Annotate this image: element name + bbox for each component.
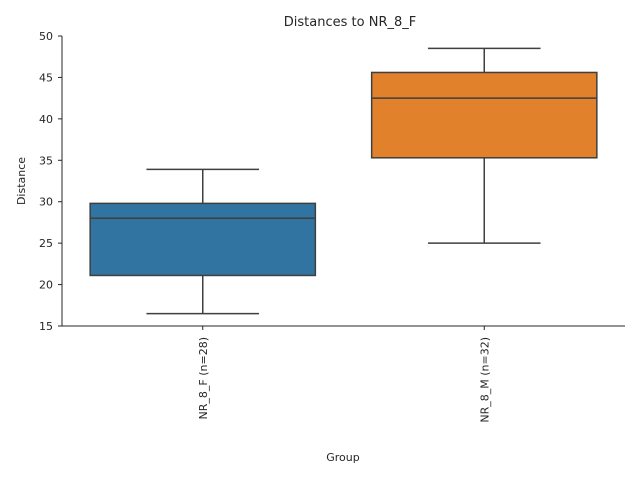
x-axis-ticks: NR_8_F (n=28) NR_8_M (n=32) (197, 326, 491, 423)
iqr-box (89, 202, 317, 277)
y-axis-label: Distance (15, 157, 28, 205)
y-tick-label: 40 (39, 113, 53, 126)
chart-title: Distances to NR_8_F (284, 15, 416, 30)
plot-axes (61, 36, 625, 327)
y-tick-label: 20 (39, 279, 53, 292)
y-tick-label: 30 (39, 196, 53, 209)
box-2 (370, 47, 598, 244)
x-tick-label: NR_8_F (n=28) (197, 337, 210, 419)
x-axis-label: Group (326, 451, 360, 464)
iqr-box (370, 71, 598, 159)
y-tick-label: 50 (39, 30, 53, 43)
y-tick-label: 25 (39, 237, 53, 250)
x-tick-label: NR_8_M (n=32) (478, 337, 491, 423)
y-axis-ticks: 15 20 25 30 35 40 45 50 (39, 30, 62, 333)
y-tick-label: 35 (39, 154, 53, 167)
y-tick-label: 15 (39, 320, 53, 333)
y-tick-label: 45 (39, 71, 53, 84)
box-series (89, 47, 598, 315)
box-1 (89, 168, 317, 315)
